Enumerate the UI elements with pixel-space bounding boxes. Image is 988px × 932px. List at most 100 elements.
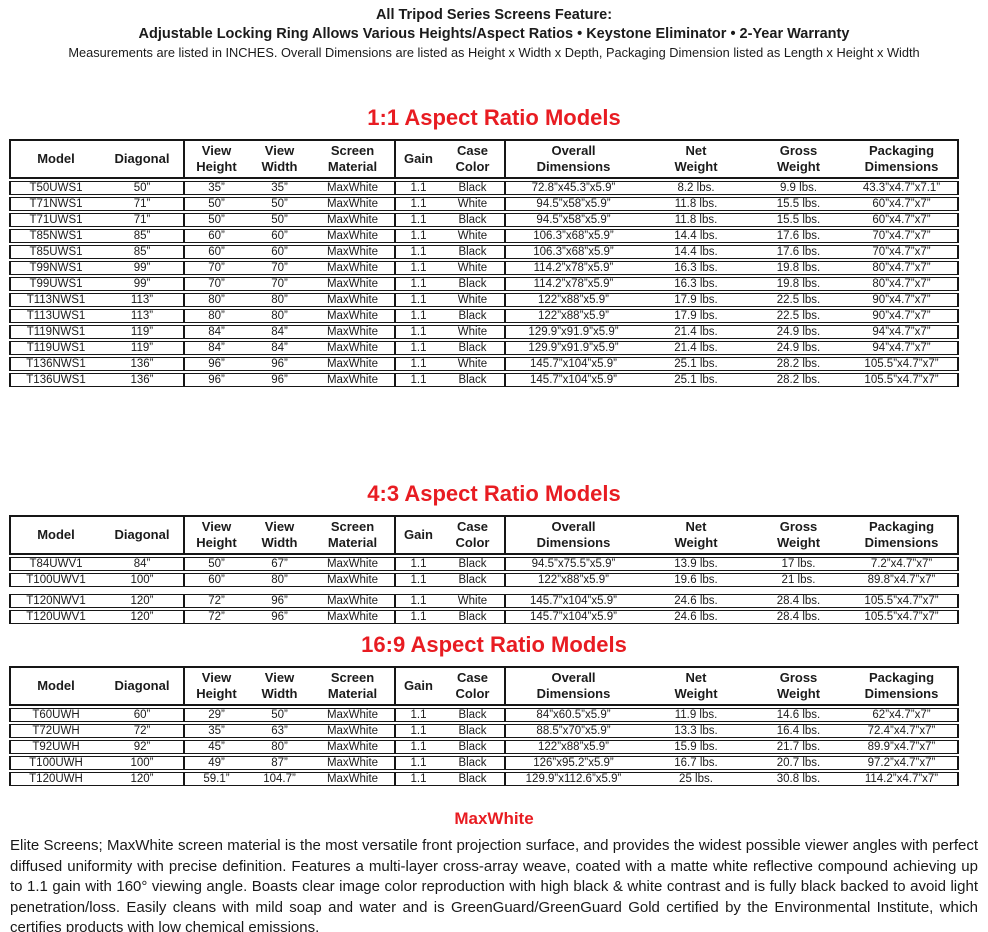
row-group-spacer xyxy=(9,589,959,592)
table-cell: 24.6 lbs. xyxy=(641,594,751,608)
table-cell: 25 lbs. xyxy=(641,772,751,786)
table-cell: T120UWH xyxy=(9,772,101,786)
table-cell: 60” xyxy=(248,245,311,259)
table-cell: White xyxy=(441,594,504,608)
spec-table-1-1: Model Diagonal View Height View Width Screen… xyxy=(9,137,959,389)
table-cell: 50” xyxy=(248,708,311,722)
table-cell: 85” xyxy=(101,229,183,243)
table-cell: 1.1 xyxy=(394,229,441,243)
table-cell: 9.9 lbs. xyxy=(751,181,846,195)
table-cell: 87” xyxy=(248,756,311,770)
table-cell: 80” xyxy=(248,293,311,307)
table-cell: 96” xyxy=(248,610,311,624)
table-row: T120NWV1 120” 72” 96” MaxWhite 1.1 White 145.7”… xyxy=(9,594,959,608)
table-cell: 16.7 lbs. xyxy=(641,756,751,770)
table-cell: MaxWhite xyxy=(311,229,394,243)
table-cell: 60” xyxy=(101,708,183,722)
table-cell: 70” xyxy=(183,277,248,291)
table-cell: T120NWV1 xyxy=(9,594,101,608)
table-cell: T99UWS1 xyxy=(9,277,101,291)
table-cell: MaxWhite xyxy=(311,357,394,371)
table-cell: 100” xyxy=(101,756,183,770)
table-cell: 120” xyxy=(101,772,183,786)
table-row: T120UWV1 120” 72” 96” MaxWhite 1.1 Black 145.7”… xyxy=(9,610,959,624)
table-cell: 1.1 xyxy=(394,708,441,722)
table-row: T113UWS1 113” 80” 80” MaxWhite 1.1 Black 122”x8… xyxy=(9,309,959,323)
header-row: Model Diagonal View Height View Width Screen… xyxy=(9,666,959,706)
table-cell: MaxWhite xyxy=(311,309,394,323)
column-header: Diagonal xyxy=(101,515,183,555)
table-cell: 120” xyxy=(101,594,183,608)
table-row: T113NWS1 113” 80” 80” MaxWhite 1.1 White 122”x8… xyxy=(9,293,959,307)
table-cell: 89.9”x4.7”x7” xyxy=(846,740,959,754)
table-cell: 15.5 lbs. xyxy=(751,213,846,227)
table-cell: 94”x4.7”x7” xyxy=(846,325,959,339)
column-header: Screen Material xyxy=(311,666,394,706)
table-row: T60UWH 60” 29” 50” MaxWhite 1.1 Black 84”x60.5”… xyxy=(9,708,959,722)
table-cell: 1.1 xyxy=(394,181,441,195)
table-cell: 70” xyxy=(248,261,311,275)
table-cell: MaxWhite xyxy=(311,181,394,195)
column-header: Packaging Dimensions xyxy=(846,666,959,706)
column-header: Case Color xyxy=(441,666,504,706)
table-cell: 28.4 lbs. xyxy=(751,610,846,624)
table-cell: MaxWhite xyxy=(311,573,394,587)
table-cell: 71” xyxy=(101,213,183,227)
table-cell: T120UWV1 xyxy=(9,610,101,624)
table-cell: 72” xyxy=(183,610,248,624)
table-row: T100UWH 100” 49” 87” MaxWhite 1.1 Black 126”x95… xyxy=(9,756,959,770)
document-header: All Tripod Series Screens Feature: Adjus… xyxy=(0,0,988,61)
table-cell: T113UWS1 xyxy=(9,309,101,323)
maxwhite-description: Elite Screens; MaxWhite screen material … xyxy=(10,837,978,932)
table-cell: T72UWH xyxy=(9,724,101,738)
table-cell: 119” xyxy=(101,325,183,339)
table-cell: 105.5”x4.7”x7” xyxy=(846,373,959,387)
table-cell: 129.9”x91.9”x5.9” xyxy=(504,325,641,339)
table-cell: 21.7 lbs. xyxy=(751,740,846,754)
table-cell: 60” xyxy=(183,229,248,243)
table-cell: 50” xyxy=(248,197,311,211)
table-cell: 99” xyxy=(101,261,183,275)
table-cell: 1.1 xyxy=(394,373,441,387)
table-cell: 145.7”x104”x5.9” xyxy=(504,357,641,371)
table-cell: 16.3 lbs. xyxy=(641,261,751,275)
table-cell: Black xyxy=(441,756,504,770)
spec-table-16-9: Model Diagonal View Height View Width Screen… xyxy=(9,664,959,788)
table-cell: White xyxy=(441,325,504,339)
table-cell: 22.5 lbs. xyxy=(751,293,846,307)
table-cell: 1.1 xyxy=(394,756,441,770)
table-cell: 60” xyxy=(248,229,311,243)
table-cell: 19.8 lbs. xyxy=(751,261,846,275)
maxwhite-section: MaxWhite Elite Screens; MaxWhite screen … xyxy=(0,808,988,932)
table-cell: 80” xyxy=(248,740,311,754)
table-cell: 8.2 lbs. xyxy=(641,181,751,195)
table-cell: 126”x95.2”x5.9” xyxy=(504,756,641,770)
header-measurement-note: Measurements are listed in INCHES. Overa… xyxy=(68,45,920,60)
column-header: Net Weight xyxy=(641,666,751,706)
section-title-4-3: 4:3 Aspect Ratio Models xyxy=(367,481,621,506)
table-cell: 60” xyxy=(183,245,248,259)
table-cell: 88.5”x70”x5.9” xyxy=(504,724,641,738)
column-header: Model xyxy=(9,666,101,706)
table-cell: T50UWS1 xyxy=(9,181,101,195)
table-cell: Black xyxy=(441,341,504,355)
table-cell: MaxWhite xyxy=(311,277,394,291)
table-cell: T85UWS1 xyxy=(9,245,101,259)
table-cell: 35” xyxy=(248,181,311,195)
table-cell: 21.4 lbs. xyxy=(641,341,751,355)
table-cell: 114.2”x4.7”x7” xyxy=(846,772,959,786)
table-cell: 80” xyxy=(248,309,311,323)
table-cell: 122”x88”x5.9” xyxy=(504,309,641,323)
table-cell: 13.3 lbs. xyxy=(641,724,751,738)
column-header: Gain xyxy=(394,139,441,179)
table-row: T85UWS1 85” 60” 60” MaxWhite 1.1 Black 106.3”x6… xyxy=(9,245,959,259)
table-cell: MaxWhite xyxy=(311,594,394,608)
table-cell: MaxWhite xyxy=(311,373,394,387)
table-cell: 1.1 xyxy=(394,594,441,608)
table-cell: 70”x4.7”x7” xyxy=(846,229,959,243)
maxwhite-heading: MaxWhite xyxy=(454,809,534,828)
column-header: Case Color xyxy=(441,139,504,179)
table-cell: 16.3 lbs. xyxy=(641,277,751,291)
table-cell: 62”x4.7”x7” xyxy=(846,708,959,722)
